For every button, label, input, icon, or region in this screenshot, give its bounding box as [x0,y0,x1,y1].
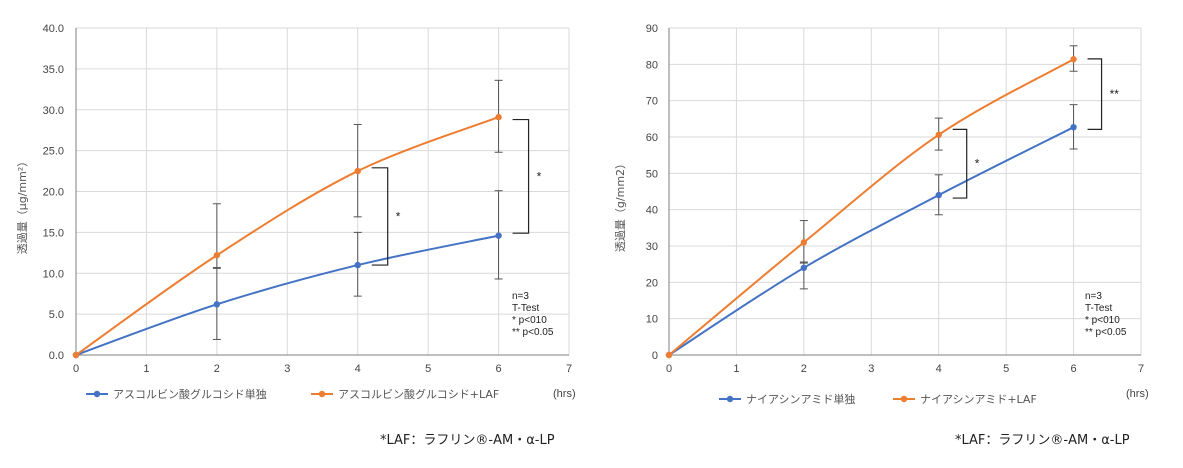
chart1-series2-point [72,351,80,359]
chart1-xtick-label: 0 [73,363,79,375]
chart2-xtick-label: 2 [801,363,807,375]
chart2-ytick-label: 80 [646,59,658,71]
chart1-y-axis-label: 透過量（μg/mm²） [16,156,29,255]
chart1-ytick-label: 40.0 [43,23,64,35]
chart1-xtick-label: 4 [355,363,361,375]
chart1-legend-marker-1 [93,390,101,398]
chart2-legend-label-1: ナイアシンアミド単独 [746,392,855,406]
chart2-series1-point [1070,123,1077,131]
chart1-stats-text: ** p<0.05 [512,327,554,338]
footnote-left: *LAF：ラフリン®-AM・α-LP [380,433,555,448]
chart2-ytick-label: 50 [646,168,658,180]
chart2-ytick-label: 10 [646,314,658,326]
chart1-xtick-label: 2 [214,363,220,375]
chart1-series2-point [213,252,221,259]
chart2-legend-marker-1 [726,395,734,403]
chart1-ytick-label: 30.0 [43,105,64,117]
chart2-y-axis-label: 透過量（g/mm2） [614,158,627,252]
chart2-stats-text: n=3 [1085,291,1102,302]
chart1-xtick-label: 1 [143,363,149,375]
chart2-ytick-label: 30 [646,241,658,253]
chart1-stats-text: * p<010 [512,315,547,326]
footnote-right: *LAF：ラフリン®-AM・α-LP [955,433,1130,448]
chart1-legend-label-2: アスコルビン酸グルコシド+LAF [338,387,499,401]
chart2-series1-point [800,264,808,271]
chart2-series2-point [800,239,808,246]
chart1-series2-line [75,116,499,356]
chart1-ytick-label: 15.0 [43,227,64,239]
chart1-ytick-label: 10.0 [43,268,64,280]
chart2-ytick-label: 70 [646,96,658,108]
chart2-series2-line [668,58,1075,356]
chart1-xtick-label: 7 [566,363,572,375]
chart2-xtick-label: 6 [1071,363,1077,375]
chart1-xtick-label: 5 [425,363,431,375]
chart2-series2-point [665,351,673,359]
chart2-xtick-label: 5 [1003,363,1009,375]
chart1-significance-bracket [512,118,530,234]
chart2-ytick-label: 60 [646,132,658,144]
chart1-series1-point [495,232,502,239]
chart1-xtick-label: 6 [496,363,502,375]
chart1-series1-point [354,261,361,269]
chart2-significance-bracket [952,128,968,199]
chart1-significance-label: * [396,209,401,223]
chart2-xtick-label: 1 [733,363,739,375]
chart1-legend-marker-2 [318,390,326,398]
chart2-significance-label: ** [1110,87,1120,101]
chart2-xtick-label: 4 [936,363,942,375]
chart1-series1-line [75,234,499,356]
chart2-series1-point [935,191,942,199]
chart1-ytick-label: 35.0 [43,64,64,76]
chart2-legend-marker-2 [900,395,908,403]
chart1-ytick-label: 25.0 [43,146,64,158]
chart1-series1-point [213,301,221,308]
chart2-ytick-label: 90 [646,23,658,35]
chart2-ytick-label: 0 [652,350,658,362]
chart2-series2-point [1070,56,1077,63]
chart1-legend-label-1: アスコルビン酸グルコシド単独 [113,387,267,401]
chart2-series2-point [935,131,942,139]
chart2-stats-text: T-Test [1085,303,1112,314]
chart2-significance-bracket [1087,58,1103,130]
chart1-significance-label: * [537,169,542,183]
chart1-stats-text: n=3 [512,291,529,302]
chart1-series2-point [354,167,361,175]
chart2-xtick-label: 3 [868,363,874,375]
chart2-legend-label-2: ナイアシンアミド+LAF [920,393,1037,406]
chart2-significance-label: * [975,157,980,171]
chart1-ytick-label: 20.0 [43,187,64,199]
chart1-significance-bracket [371,167,389,266]
chart1-stats-text: T-Test [512,303,539,314]
chart1-ytick-label: 0.0 [49,350,64,362]
chart2-xtick-label: 0 [666,363,672,375]
chart2-stats-text: * p<010 [1085,315,1120,326]
chart1-ytick-label: 5.0 [49,309,64,321]
chart1-x-unit-label: (hrs) [553,388,576,400]
chart1-xtick-label: 3 [284,363,290,375]
chart2-ytick-label: 20 [646,277,658,289]
chart2-series1-line [668,126,1075,356]
chart1-series2-point [495,113,502,121]
chart2-xtick-label: 7 [1138,363,1144,375]
chart2-stats-text: ** p<0.05 [1085,327,1127,338]
chart2-x-unit-label: (hrs) [1126,388,1149,400]
chart2-ytick-label: 40 [646,205,658,217]
